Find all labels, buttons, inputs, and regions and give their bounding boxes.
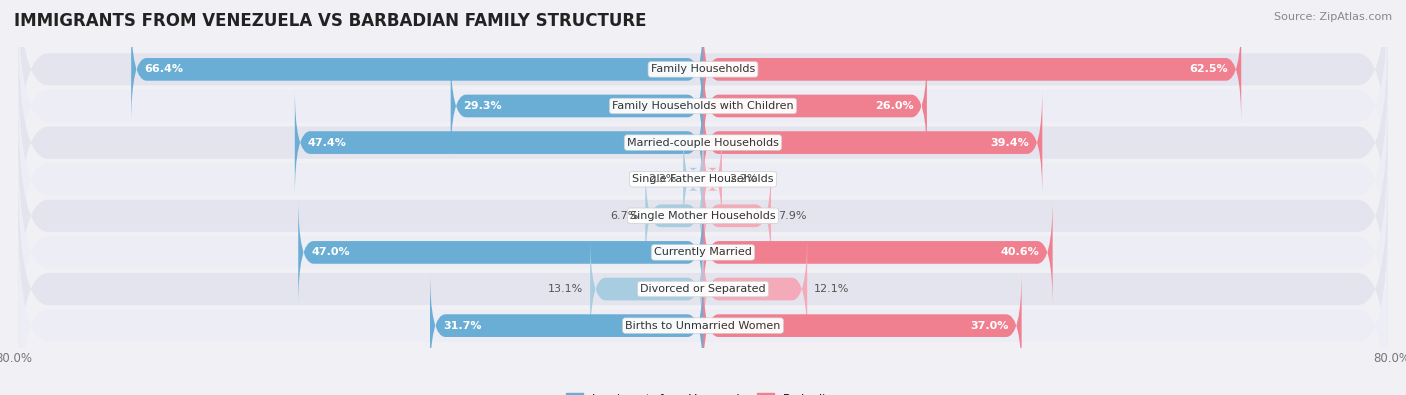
FancyBboxPatch shape — [18, 177, 1388, 395]
Text: Single Mother Households: Single Mother Households — [630, 211, 776, 221]
Text: IMMIGRANTS FROM VENEZUELA VS BARBADIAN FAMILY STRUCTURE: IMMIGRANTS FROM VENEZUELA VS BARBADIAN F… — [14, 12, 647, 30]
FancyBboxPatch shape — [18, 67, 1388, 291]
Text: Family Households: Family Households — [651, 64, 755, 74]
Legend: Immigrants from Venezuela, Barbadian: Immigrants from Venezuela, Barbadian — [561, 388, 845, 395]
Text: 13.1%: 13.1% — [548, 284, 583, 294]
FancyBboxPatch shape — [683, 125, 703, 234]
FancyBboxPatch shape — [430, 271, 703, 380]
Text: 62.5%: 62.5% — [1189, 64, 1229, 74]
FancyBboxPatch shape — [703, 161, 770, 270]
Text: 37.0%: 37.0% — [970, 321, 1008, 331]
Text: 66.4%: 66.4% — [143, 64, 183, 74]
Text: 40.6%: 40.6% — [1001, 247, 1039, 258]
FancyBboxPatch shape — [703, 51, 927, 160]
FancyBboxPatch shape — [703, 235, 807, 344]
Text: 7.9%: 7.9% — [778, 211, 807, 221]
Text: 2.3%: 2.3% — [648, 174, 676, 184]
Text: 47.4%: 47.4% — [308, 137, 347, 148]
FancyBboxPatch shape — [18, 104, 1388, 328]
FancyBboxPatch shape — [18, 140, 1388, 365]
Text: 31.7%: 31.7% — [443, 321, 481, 331]
Text: 26.0%: 26.0% — [876, 101, 914, 111]
FancyBboxPatch shape — [591, 235, 703, 344]
FancyBboxPatch shape — [703, 125, 721, 234]
FancyBboxPatch shape — [703, 198, 1053, 307]
FancyBboxPatch shape — [298, 198, 703, 307]
Text: Births to Unmarried Women: Births to Unmarried Women — [626, 321, 780, 331]
FancyBboxPatch shape — [703, 88, 1042, 197]
Text: 6.7%: 6.7% — [610, 211, 638, 221]
FancyBboxPatch shape — [295, 88, 703, 197]
Text: 12.1%: 12.1% — [814, 284, 849, 294]
FancyBboxPatch shape — [645, 161, 703, 270]
FancyBboxPatch shape — [18, 0, 1388, 218]
FancyBboxPatch shape — [18, 30, 1388, 255]
Text: Currently Married: Currently Married — [654, 247, 752, 258]
Text: Family Households with Children: Family Households with Children — [612, 101, 794, 111]
FancyBboxPatch shape — [451, 51, 703, 160]
FancyBboxPatch shape — [18, 0, 1388, 181]
Text: Divorced or Separated: Divorced or Separated — [640, 284, 766, 294]
Text: Source: ZipAtlas.com: Source: ZipAtlas.com — [1274, 12, 1392, 22]
FancyBboxPatch shape — [703, 15, 1241, 124]
FancyBboxPatch shape — [703, 271, 1022, 380]
Text: Married-couple Households: Married-couple Households — [627, 137, 779, 148]
FancyBboxPatch shape — [18, 214, 1388, 395]
Text: 47.0%: 47.0% — [311, 247, 350, 258]
Text: Single Father Households: Single Father Households — [633, 174, 773, 184]
Text: 29.3%: 29.3% — [464, 101, 502, 111]
Text: 2.2%: 2.2% — [728, 174, 758, 184]
FancyBboxPatch shape — [131, 15, 703, 124]
Text: 39.4%: 39.4% — [991, 137, 1029, 148]
